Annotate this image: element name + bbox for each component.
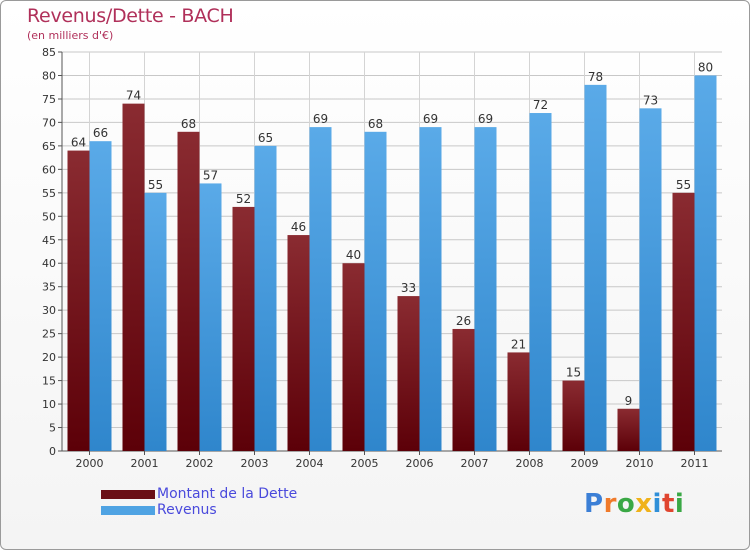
x-tick-label-2007: 2007 xyxy=(461,457,489,470)
data-label-revenus-2002: 57 xyxy=(203,168,218,182)
bar-revenus-2008 xyxy=(529,113,552,451)
bar-revenus-2007 xyxy=(474,127,497,451)
x-tick-label-2003: 2003 xyxy=(241,457,269,470)
proxiti-logo: Proxiti xyxy=(584,489,684,519)
bar-dette-2000 xyxy=(67,150,90,451)
axes: 0 5 10 15 20 25 30 35 40 45 50 55 60 65 70 75 80 85 2000 20… xyxy=(42,46,722,470)
data-label-dette-2005: 40 xyxy=(346,248,361,262)
y-tick-label: 85 xyxy=(42,46,56,59)
data-label-dette-2000: 64 xyxy=(71,136,86,150)
bar-dette-2005 xyxy=(342,263,365,451)
x-tick-label-2001: 2001 xyxy=(131,457,159,470)
data-label-dette-2002: 68 xyxy=(181,117,196,131)
x-tick-label-2011: 2011 xyxy=(681,457,709,470)
bar-revenus-2004 xyxy=(309,127,332,451)
y-tick-label: 80 xyxy=(42,69,56,82)
chart-title: Revenus/Dette - BACH xyxy=(27,5,234,27)
data-label-dette-2001: 74 xyxy=(126,89,141,103)
y-tick-label: 70 xyxy=(42,116,56,129)
bar-dette-2006 xyxy=(397,296,420,451)
y-tick-label: 45 xyxy=(42,234,56,247)
logo-letter: i xyxy=(652,489,662,519)
y-tick-label: 50 xyxy=(42,210,56,223)
data-labels: 64 66 74 55 68 57 52 65 46 69 40 68 33 69 26 69 21 72 15 78… xyxy=(71,60,713,407)
data-label-revenus-2005: 68 xyxy=(368,117,383,131)
x-tick-label-2008: 2008 xyxy=(516,457,544,470)
y-tick-label: 55 xyxy=(42,187,56,200)
data-label-dette-2008: 21 xyxy=(511,337,526,351)
bar-dette-2002 xyxy=(177,131,200,452)
x-tick-label-2000: 2000 xyxy=(76,457,104,470)
legend-swatch-revenus xyxy=(101,506,155,515)
bar-dette-2008 xyxy=(507,352,530,451)
legend-swatch-dette xyxy=(101,490,155,499)
data-label-dette-2003: 52 xyxy=(236,192,251,206)
bar-dette-2010 xyxy=(617,408,640,451)
bar-revenus-2003 xyxy=(254,145,277,451)
data-label-revenus-2009: 78 xyxy=(588,70,603,84)
data-label-revenus-2011: 80 xyxy=(698,60,713,74)
data-label-revenus-2007: 69 xyxy=(478,112,493,126)
data-label-revenus-2006: 69 xyxy=(423,112,438,126)
bar-dette-2011 xyxy=(672,192,695,451)
logo-letter: i xyxy=(674,489,685,519)
bar-revenus-2011 xyxy=(694,75,717,452)
bar-revenus-2000 xyxy=(89,141,112,451)
bar-dette-2009 xyxy=(562,380,585,451)
data-label-revenus-2008: 72 xyxy=(533,98,548,112)
bar-revenus-2006 xyxy=(419,127,442,451)
bar-revenus-2009 xyxy=(584,84,607,451)
y-tick-label: 25 xyxy=(42,328,56,341)
chart-subtitle: (en milliers d'€) xyxy=(27,29,114,42)
data-label-revenus-2001: 55 xyxy=(148,178,163,192)
x-tick-label-2006: 2006 xyxy=(406,457,434,470)
x-tick-label-2009: 2009 xyxy=(571,457,599,470)
legend-label-revenus: Revenus xyxy=(157,502,217,518)
data-label-dette-2004: 46 xyxy=(291,220,306,234)
logo-letter: o xyxy=(616,489,636,519)
bar-revenus-2002 xyxy=(199,183,222,451)
data-label-revenus-2000: 66 xyxy=(93,126,108,140)
y-tick-label: 60 xyxy=(42,163,56,176)
bar-dette-2001 xyxy=(122,103,145,452)
data-label-revenus-2010: 73 xyxy=(643,93,658,107)
y-tick-label: 35 xyxy=(42,281,56,294)
logo-letter: P xyxy=(584,489,604,519)
y-tick-label: 15 xyxy=(42,375,56,388)
y-tick-label: 5 xyxy=(49,422,56,435)
logo-letter: t xyxy=(661,489,675,519)
x-tick-label-2002: 2002 xyxy=(186,457,214,470)
data-label-revenus-2003: 65 xyxy=(258,131,273,145)
y-tick-label: 30 xyxy=(42,304,56,317)
logo-letter: r xyxy=(603,489,617,519)
bars xyxy=(67,75,717,452)
data-label-revenus-2004: 69 xyxy=(313,112,328,126)
bar-dette-2007 xyxy=(452,328,475,451)
x-tick-label-2010: 2010 xyxy=(626,457,654,470)
data-label-dette-2006: 33 xyxy=(401,281,416,295)
x-tick-label-2005: 2005 xyxy=(351,457,379,470)
legend-label-dette: Montant de la Dette xyxy=(157,486,298,502)
logo-letter: x xyxy=(635,489,653,519)
x-tick-label-2004: 2004 xyxy=(296,457,324,470)
y-tick-label: 75 xyxy=(42,93,56,106)
bar-dette-2004 xyxy=(287,235,310,451)
bar-revenus-2005 xyxy=(364,131,387,452)
y-tick-label: 40 xyxy=(42,257,56,270)
bar-revenus-2001 xyxy=(144,192,167,451)
y-tick-label: 20 xyxy=(42,351,56,364)
bar-dette-2003 xyxy=(232,206,255,451)
y-tick-label: 65 xyxy=(42,140,56,153)
y-tick-label: 0 xyxy=(49,445,56,458)
data-label-dette-2009: 15 xyxy=(566,366,581,380)
data-label-dette-2010: 9 xyxy=(625,394,633,408)
data-label-dette-2007: 26 xyxy=(456,314,471,328)
data-label-dette-2011: 55 xyxy=(676,178,691,192)
y-tick-label: 10 xyxy=(42,398,56,411)
bar-revenus-2010 xyxy=(639,108,662,452)
